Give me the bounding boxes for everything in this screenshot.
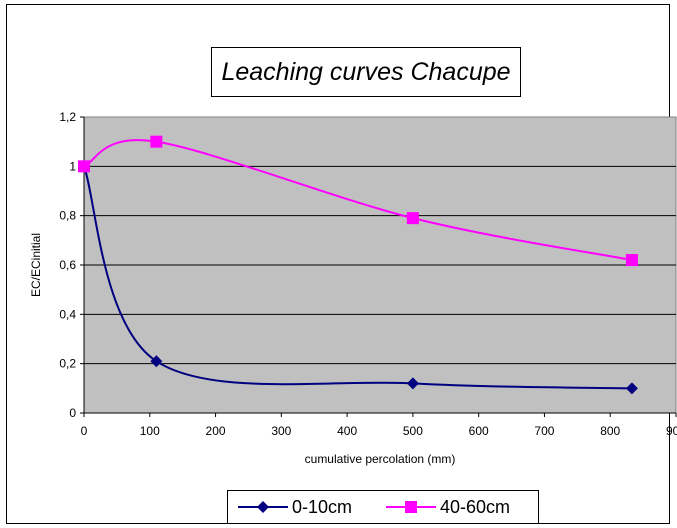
series-line-40-60cm — [83, 139, 633, 262]
axes: 0 0,2 0,4 0,6 0,8 1 1,2 0 100 200 300 400 500 600 700 8… — [59, 110, 677, 438]
data-point-0-10cm — [150, 355, 163, 368]
x-tick-label: 700 — [534, 424, 554, 438]
chart-title: Leaching curves Chacupe — [211, 47, 521, 97]
y-tick-label: 0,4 — [59, 307, 76, 321]
x-axis-title: cumulative percolation (mm) — [305, 452, 456, 466]
legend-item-0-10cm: 0-10cm — [238, 491, 352, 523]
data-point-0-10cm — [625, 382, 638, 395]
x-tick-label: 800 — [600, 424, 620, 438]
x-tick-label: 400 — [337, 424, 357, 438]
legend: 0-10cm 40-60cm — [227, 490, 539, 524]
legend-swatch-diamond — [238, 491, 288, 523]
y-tick-label: 0,6 — [59, 258, 76, 272]
x-tick-label: 500 — [403, 424, 423, 438]
gridlines — [84, 165, 676, 365]
y-tick-label: 1 — [69, 159, 76, 173]
x-tick-label: 200 — [206, 424, 226, 438]
y-tick-label: 1,2 — [59, 110, 76, 124]
x-tick-label: 300 — [271, 424, 291, 438]
legend-item-40-60cm: 40-60cm — [386, 491, 510, 523]
y-tick-label: 0,2 — [59, 357, 76, 371]
y-axis-title: EC/ECinitial — [29, 233, 43, 297]
x-tick-label: 0 — [81, 424, 88, 438]
data-point-40-60cm — [150, 135, 163, 148]
x-tick-label: 100 — [140, 424, 160, 438]
data-point-40-60cm — [406, 212, 419, 225]
data-point-40-60cm — [625, 254, 638, 267]
legend-label-0-10cm: 0-10cm — [292, 496, 353, 517]
y-tick-label: 0,8 — [59, 209, 76, 223]
data-point-40-60cm — [78, 160, 90, 173]
legend-label-40-60cm: 40-60cm — [440, 496, 511, 517]
legend-swatch-square — [386, 491, 436, 523]
series-layer — [78, 135, 638, 395]
series-line-0-10cm — [83, 165, 632, 390]
x-tick-label: 900 — [666, 424, 677, 438]
x-tick-label: 600 — [469, 424, 489, 438]
data-point-0-10cm — [406, 377, 419, 390]
y-tick-label: 0 — [69, 406, 76, 420]
